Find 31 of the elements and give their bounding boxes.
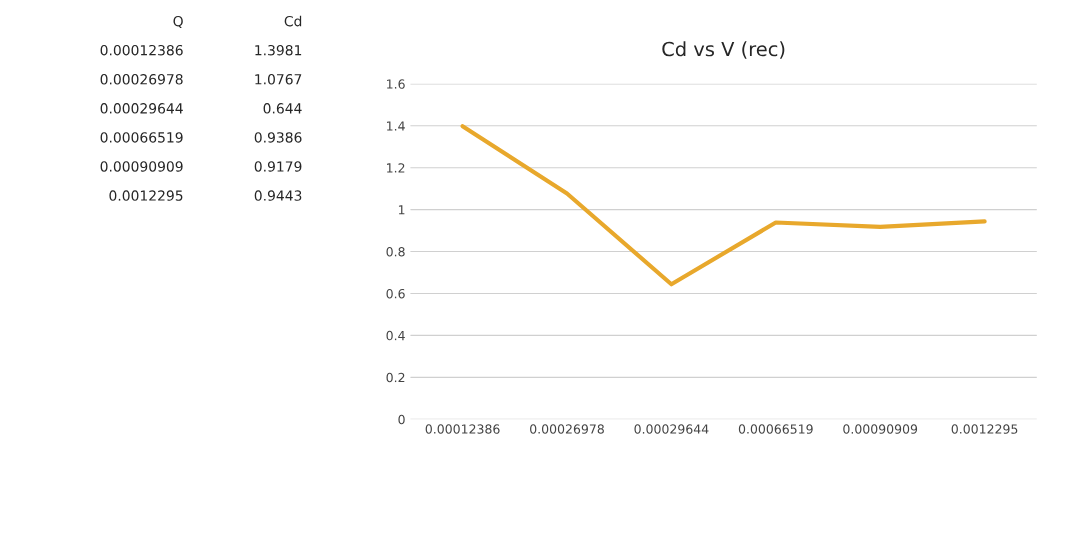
text: 1.3981 — [255, 44, 302, 56]
text: 0.00012386 — [100, 44, 183, 56]
x-tick-label: 0.00066519 — [738, 424, 813, 434]
y-tick-label: 0.2 — [386, 372, 405, 383]
y-tick-label: 1.4 — [387, 121, 405, 131]
chart-title: Cd vs V (rec) — [662, 41, 785, 59]
text: 0.9386 — [254, 132, 302, 143]
text: 0.00029644 — [100, 103, 183, 114]
x-tick-label: 0.0012295 — [951, 424, 1018, 434]
y-tick-label: 0.6 — [386, 288, 405, 299]
text: Cd — [284, 15, 302, 27]
text: 0.0012295 — [109, 190, 183, 201]
y-tick-label: 0.8 — [386, 247, 405, 257]
y-tick-label: 1.2 — [387, 163, 405, 173]
text: 0.9179 — [254, 161, 302, 172]
x-tick-label: 0.00090909 — [843, 424, 918, 434]
y-tick-label: 1 — [398, 205, 405, 215]
text: 0.00090909 — [100, 161, 183, 172]
text: 0.9443 — [254, 190, 302, 201]
text: 1.0767 — [255, 74, 302, 85]
y-tick-label: 1.6 — [387, 79, 405, 89]
text: Q — [173, 15, 183, 28]
text: 0.00026978 — [100, 74, 183, 85]
x-tick-label: 0.00029644 — [634, 424, 709, 434]
x-tick-label: 0.00012386 — [425, 424, 500, 434]
x-tick-label: 0.00026978 — [530, 424, 604, 434]
text: 0.00066519 — [100, 132, 183, 143]
y-tick-label: 0.4 — [386, 330, 405, 341]
y-tick-label: 0 — [398, 414, 405, 425]
line-series — [460, 124, 987, 287]
text: 0.644 — [263, 103, 302, 114]
